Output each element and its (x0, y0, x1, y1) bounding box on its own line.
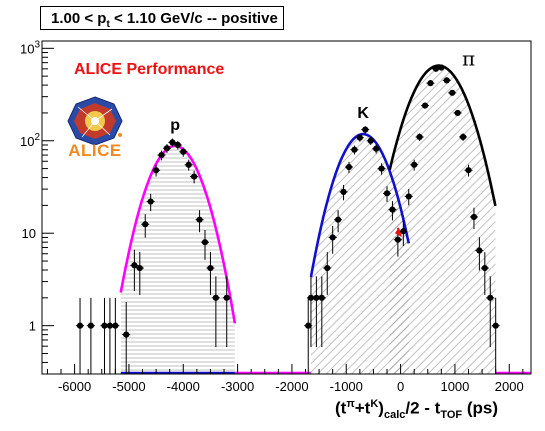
data-point-8 (142, 221, 149, 228)
data-point-46 (427, 80, 434, 87)
y-tick-label-2: 102 (20, 132, 40, 149)
data-point-17 (191, 173, 198, 180)
alice-performance-label: ALICE Performance (74, 61, 225, 78)
data-point-19 (201, 239, 209, 246)
data-point-28 (329, 234, 336, 241)
data-point-54 (470, 213, 478, 221)
x-axis-title: (tπ+tK)calc/2 - tTOF (ps) (335, 398, 499, 422)
data-point-34 (362, 126, 369, 133)
chart-title-box: 1.00 < pt < 1.10 GeV/c -- positive (40, 6, 284, 30)
data-point-13 (169, 139, 176, 146)
data-point-4 (112, 322, 119, 329)
data-point-7 (136, 264, 143, 272)
data-point-0 (76, 322, 84, 329)
data-point-55 (476, 247, 483, 254)
y-tick-label-3: 103 (20, 39, 40, 56)
data-point-30 (340, 188, 347, 195)
data-point-38 (383, 190, 391, 197)
data-point-50 (449, 89, 456, 96)
data-point-35 (367, 137, 374, 144)
x-tick-label-8: 2000 (495, 379, 524, 394)
data-point-37 (378, 165, 385, 172)
red-marker (394, 227, 402, 238)
x-tick-label-3: -3000 (221, 379, 254, 394)
alice-logo-text: ALICE (68, 141, 122, 160)
peak-label-1: K (357, 105, 369, 122)
x-tick-label-4: -2000 (275, 379, 308, 394)
data-point-51 (454, 109, 461, 117)
data-point-52 (459, 133, 467, 141)
x-tick-label-6: 0 (397, 379, 404, 394)
plot-frame (41, 40, 532, 375)
data-point-16 (185, 161, 192, 168)
x-tick-label-2: -4000 (167, 379, 200, 394)
data-point-24 (307, 294, 315, 301)
data-point-39 (389, 206, 396, 213)
data-point-29 (335, 216, 342, 223)
data-point-56 (481, 264, 488, 272)
data-point-44 (416, 133, 423, 141)
peak-label-0: p (170, 117, 180, 134)
peak-label-2: π (462, 47, 475, 71)
data-point-58 (492, 322, 499, 329)
peak-fill-2 (389, 65, 496, 374)
data-point-32 (351, 146, 358, 153)
data-point-12 (163, 145, 171, 152)
data-point-49 (443, 77, 450, 84)
data-point-21 (212, 294, 219, 301)
data-point-23 (305, 322, 312, 329)
data-point-31 (345, 163, 353, 171)
data-point-2 (101, 322, 108, 329)
data-point-9 (147, 198, 154, 205)
x-tick-label-7: 1000 (440, 379, 469, 394)
data-point-53 (465, 167, 472, 174)
x-tick-label-0: -6000 (58, 379, 91, 394)
data-point-1 (87, 322, 94, 329)
data-point-27 (324, 264, 331, 272)
data-point-5 (123, 331, 130, 338)
data-point-10 (153, 167, 160, 174)
y-tick-label-1: 10 (22, 226, 36, 241)
peak-fill-0 (120, 145, 235, 374)
data-point-6 (131, 262, 138, 269)
data-point-41 (400, 228, 407, 235)
data-point-43 (411, 161, 418, 168)
data-point-11 (158, 151, 165, 159)
data-point-18 (196, 216, 203, 223)
data-point-15 (180, 148, 187, 155)
alice-detector-icon (67, 96, 123, 146)
y-tick-label-0: 1 (29, 319, 36, 334)
data-point-33 (356, 134, 363, 141)
data-point-22 (223, 294, 230, 301)
data-point-47 (432, 65, 440, 72)
data-point-25 (313, 294, 320, 301)
data-point-48 (438, 64, 445, 71)
data-point-40 (394, 236, 401, 243)
data-point-26 (318, 294, 325, 301)
data-point-20 (207, 264, 214, 272)
x-tick-label-5: -1000 (330, 379, 363, 394)
data-point-42 (405, 193, 412, 200)
chart-title: 1.00 < pt < 1.10 GeV/c -- positive (51, 10, 278, 30)
data-point-36 (373, 145, 380, 152)
x-tick-label-1: -5000 (112, 379, 145, 394)
alice-logo: ALICE (62, 95, 128, 163)
data-point-3 (106, 322, 114, 329)
data-point-57 (487, 294, 494, 301)
data-point-45 (421, 102, 429, 109)
data-point-14 (174, 141, 181, 149)
